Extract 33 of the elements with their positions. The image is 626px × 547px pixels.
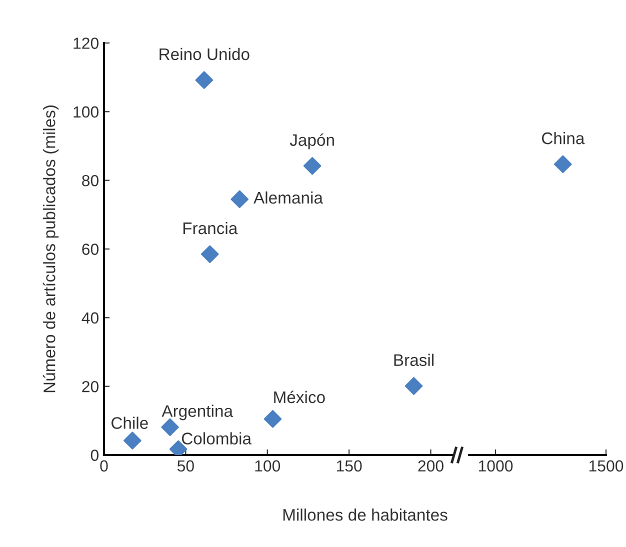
x-axis-title: Millones de habitantes [283,508,448,521]
x-tick-label: 0 [100,460,108,472]
annotation: Japón [290,134,334,150]
y-tick-label: 120 [74,38,99,49]
x-tick-label: 150 [336,460,362,472]
x-tick-label: 200 [418,460,444,472]
y-tick-label: 60 [82,244,99,255]
annotation: México [274,390,325,404]
annotation: Chile [112,416,148,429]
annotation: China [542,132,585,144]
annotation: Francia [183,222,238,234]
x-tick-label: 100 [255,460,280,472]
point [200,245,219,264]
y-tick-label: 0 [90,450,99,461]
point [303,157,322,175]
y-tick-label: 20 [82,380,99,392]
x-tick-label: 1000 [478,460,513,472]
annotation: Alemania [254,191,323,204]
y-tick-label: 80 [82,174,99,186]
point [404,377,423,395]
y-axis-title: Número de artículos publicados (miles) [42,106,59,392]
y-tick-label: 40 [82,312,99,324]
annotation: Reino Unido [160,48,250,60]
point [124,432,142,450]
y-tick-label: 100 [74,106,99,118]
point [195,71,214,89]
annotation: Colombia [182,432,252,444]
annotation: Argentina [162,404,234,420]
point [264,410,282,428]
annotation: Brasil [394,354,434,366]
x-tick-label: 50 [177,460,194,472]
x-tick-label: 1500 [589,460,624,472]
point [230,190,249,208]
